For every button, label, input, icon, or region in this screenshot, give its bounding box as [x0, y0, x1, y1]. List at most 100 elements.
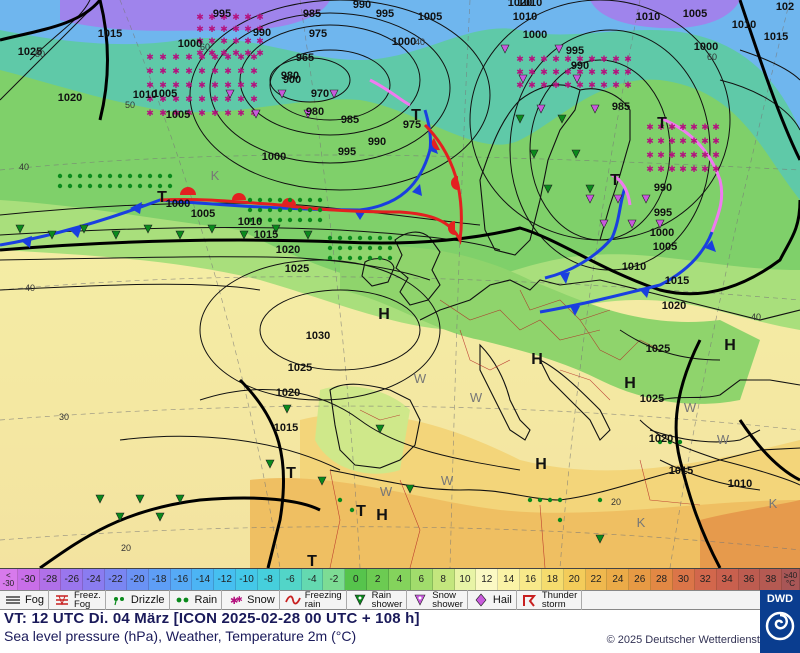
rain-symbol [77, 173, 83, 179]
snow-symbol: ✱ [646, 123, 654, 133]
pressure-label: 1005 [683, 8, 707, 20]
rain-symbol [557, 517, 563, 523]
rain-symbol [117, 173, 123, 179]
rain-symbol [327, 235, 333, 241]
scale-cell: -14 [192, 569, 215, 590]
isotherm-label: 40 [19, 162, 29, 172]
rain-symbol [327, 255, 333, 261]
fog-icon [4, 593, 22, 607]
snow-shower-symbol [500, 44, 510, 54]
high-pressure-center: H [376, 507, 388, 524]
air-mass-label: K [637, 515, 646, 530]
snow-symbol: ✱ [690, 137, 698, 147]
rain-shower-symbol [79, 224, 89, 234]
snow-symbol: ✱ [208, 49, 216, 59]
scale-cell: 4 [389, 569, 411, 590]
scale-cell: -2 [323, 569, 346, 590]
legend-label: Drizzle [130, 593, 165, 606]
snow-symbol: ✱ [244, 25, 252, 35]
snow-symbol: ✱ [232, 13, 240, 23]
snow-shower-symbol [599, 219, 609, 229]
snow-symbol: ✱ [237, 81, 245, 91]
rain-symbol [297, 217, 303, 223]
rain-symbol [97, 173, 103, 179]
rain-symbol [657, 439, 663, 445]
rain-symbol [307, 217, 313, 223]
rain-shower-symbol [585, 184, 595, 194]
temperature-labels: 80 60 50 40 40 30 20 20 40 60 40 K K K W W W W W W [19, 37, 778, 553]
rain-symbol [57, 173, 63, 179]
dwd-swirl-icon [765, 611, 795, 641]
scale-cell: -20 [126, 569, 149, 590]
snow-symbol: ✱ [244, 13, 252, 23]
legend-label: Hail [492, 593, 512, 606]
rain-symbol [127, 173, 133, 179]
pressure-label: 1000 [178, 38, 202, 50]
isotherm-label: 80 [35, 49, 45, 59]
rain-symbol [337, 235, 343, 241]
snow-symbol: ✱ [224, 67, 232, 77]
snow-symbol: ✱ [256, 25, 264, 35]
pressure-label: 1005 [418, 11, 442, 23]
legend-item: Hail [468, 590, 517, 610]
temperature-field-purple [60, 0, 330, 31]
temperature-field-warm-africa [250, 477, 800, 568]
scale-cell: -28 [39, 569, 62, 590]
snow-symbol: ✱ [208, 37, 216, 47]
pressure-label: 1010 [133, 89, 157, 101]
rain-symbol [277, 197, 283, 203]
rain-shower-symbol [135, 494, 145, 504]
scale-cell: 28 [651, 569, 673, 590]
snow-symbol: ✱ [516, 81, 524, 91]
scale-cell: -4 [301, 569, 324, 590]
snow-symbol: ✱ [657, 137, 665, 147]
pressure-label: 970 [311, 88, 329, 100]
pressure-label: 1015 [665, 275, 689, 287]
rain-shower-symbol [303, 230, 313, 240]
snow-symbol: ✱ [220, 13, 228, 23]
legend-item: Rain shower [347, 590, 408, 610]
snow-symbol: ✱ [668, 151, 676, 161]
rain-shower-symbol [155, 512, 165, 522]
legend-label: Rain shower [371, 590, 403, 610]
pressure-label: 980 [281, 70, 299, 82]
snow-symbol: ✱ [185, 67, 193, 77]
snow-symbol: ✱ [159, 95, 167, 105]
map-description: Sea level pressure (hPa), Weather, Tempe… [4, 628, 357, 644]
snow-symbol: ✱ [232, 37, 240, 47]
rain-shower-symbol [543, 184, 553, 194]
legend-item: Freez. Fog [49, 590, 106, 610]
high-pressure-center: H [624, 375, 636, 392]
rain-symbol [267, 197, 273, 203]
rain-symbol [337, 255, 343, 261]
rain-symbol [527, 497, 533, 503]
rain-symbol [367, 235, 373, 241]
rain-symbol [357, 245, 363, 251]
snow-symbol: ✱ [646, 165, 654, 175]
pressure-label: 985 [612, 101, 630, 113]
snow-symbol: ✱ [588, 81, 596, 91]
rain-shower-symbol [515, 114, 525, 124]
snow-shower-symbol [585, 194, 595, 204]
snow-symbol: ✱ [244, 49, 252, 59]
snow-symbol: ✱ [516, 55, 524, 65]
snow-symbol: ✱ [250, 67, 258, 77]
legend-label: Rain [194, 593, 218, 606]
rain-shower-icon [351, 593, 369, 607]
pressure-label: 1020 [662, 300, 686, 312]
scale-cell: -18 [148, 569, 171, 590]
snow-symbol: ✱ [528, 55, 536, 65]
high-pressure-center: H [535, 456, 547, 473]
pressure-label: 990 [353, 0, 371, 11]
isobars-bold [0, 0, 800, 568]
legend-label: Fog [25, 593, 44, 606]
rain-symbol [277, 217, 283, 223]
high-pressure-center: H [378, 306, 390, 323]
rain-symbol [287, 217, 293, 223]
scale-cell: 16 [520, 569, 542, 590]
snow-symbol: ✱ [211, 109, 219, 119]
rain-shower-symbol [529, 149, 539, 159]
rain-shower-symbol [595, 534, 605, 544]
pressure-label: 995 [338, 146, 356, 158]
